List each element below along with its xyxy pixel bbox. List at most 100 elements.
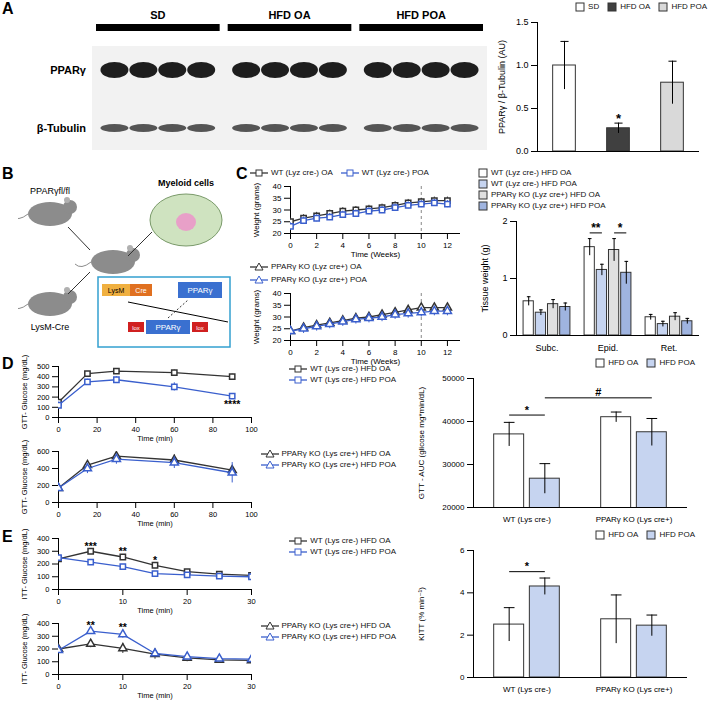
svg-text:300: 300: [37, 547, 50, 556]
svg-text:**: **: [87, 619, 96, 631]
svg-text:4: 4: [460, 588, 465, 597]
svg-text:*: *: [525, 404, 530, 416]
svg-text:60: 60: [170, 510, 178, 519]
svg-text:30000: 30000: [442, 460, 465, 469]
svg-text:20: 20: [93, 425, 101, 434]
svg-text:Time (min): Time (min): [137, 606, 173, 615]
svg-text:25: 25: [273, 217, 282, 226]
svg-text:40: 40: [273, 182, 282, 191]
svg-text:40: 40: [273, 289, 282, 298]
svg-text:100: 100: [245, 510, 258, 519]
svg-text:4: 4: [341, 241, 346, 250]
svg-text:80: 80: [209, 510, 217, 519]
svg-text:**: **: [119, 621, 128, 633]
svg-text:50000: 50000: [442, 374, 465, 383]
svg-text:12: 12: [443, 241, 452, 250]
svg-text:0: 0: [460, 673, 465, 682]
svg-text:30: 30: [273, 206, 282, 215]
svg-text:300: 300: [37, 632, 50, 641]
svg-text:Time (min): Time (min): [137, 691, 173, 700]
svg-text:12: 12: [443, 348, 452, 357]
svg-text:6: 6: [460, 546, 465, 555]
svg-text:10: 10: [119, 597, 127, 606]
svg-text:***: ***: [85, 540, 98, 552]
svg-text:0: 0: [56, 510, 60, 519]
svg-text:30: 30: [273, 313, 282, 322]
svg-text:2: 2: [460, 631, 465, 640]
svg-text:2: 2: [502, 216, 507, 226]
svg-text:Cre: Cre: [135, 287, 146, 294]
svg-text:20000: 20000: [442, 503, 465, 512]
svg-text:0: 0: [502, 330, 507, 340]
svg-text:20: 20: [273, 336, 282, 345]
svg-text:100: 100: [37, 403, 50, 412]
svg-text:1: 1: [502, 273, 507, 283]
svg-text:PPARγ: PPARγ: [187, 286, 212, 295]
svg-text:100: 100: [245, 425, 258, 434]
svg-text:1.5: 1.5: [516, 17, 529, 27]
svg-text:PPARγfl/fl: PPARγfl/fl: [30, 186, 70, 196]
svg-text:0: 0: [45, 498, 49, 507]
svg-text:200: 200: [37, 644, 50, 653]
svg-text:*: *: [525, 560, 530, 572]
svg-text:0: 0: [56, 682, 60, 691]
svg-text:200: 200: [37, 393, 50, 402]
svg-text:0: 0: [56, 597, 60, 606]
svg-text:GTT- Glucose (mg/dL): GTT- Glucose (mg/dL): [20, 354, 29, 429]
svg-text:0: 0: [45, 670, 49, 679]
svg-text:1.0: 1.0: [516, 60, 529, 70]
svg-text:40000: 40000: [442, 417, 465, 426]
svg-text:100: 100: [37, 657, 50, 666]
svg-text:****: ****: [224, 398, 241, 410]
svg-text:0: 0: [45, 413, 49, 422]
svg-text:*: *: [618, 221, 623, 235]
svg-text:0: 0: [288, 241, 293, 250]
svg-text:LysM: LysM: [108, 287, 125, 295]
svg-text:Epid.: Epid.: [598, 343, 619, 353]
svg-text:lox: lox: [132, 325, 140, 331]
svg-text:PPARγ: PPARγ: [50, 64, 87, 76]
svg-text:40: 40: [132, 425, 140, 434]
svg-text:ITT- Glucose (mg/dL): ITT- Glucose (mg/dL): [20, 528, 29, 599]
svg-text:35: 35: [273, 194, 282, 203]
svg-text:Ret.: Ret.: [661, 343, 678, 353]
svg-text:WT (Lys cre-): WT (Lys cre-): [503, 685, 551, 694]
svg-text:4: 4: [341, 348, 346, 357]
svg-text:0: 0: [288, 348, 293, 357]
svg-text:20: 20: [273, 229, 282, 238]
svg-text:Time (min): Time (min): [137, 434, 173, 443]
svg-text:60: 60: [170, 425, 178, 434]
svg-text:0.0: 0.0: [516, 146, 529, 156]
svg-text:20: 20: [183, 597, 191, 606]
svg-text:GTT - AUC (glicose mg*min/dL): GTT - AUC (glicose mg*min/dL): [417, 387, 426, 500]
svg-text:35: 35: [273, 301, 282, 310]
svg-text:Subc.: Subc.: [535, 343, 558, 353]
svg-text:Time (Weeks): Time (Weeks): [351, 250, 401, 259]
svg-text:10: 10: [417, 348, 426, 357]
svg-text:LysM-Cre: LysM-Cre: [31, 322, 70, 332]
svg-text:300: 300: [37, 382, 50, 391]
svg-text:30: 30: [247, 682, 255, 691]
svg-text:PPARγ KO (Lys cre+): PPARγ KO (Lys cre+): [596, 515, 673, 524]
svg-text:500: 500: [37, 362, 50, 371]
svg-text:*: *: [153, 554, 158, 566]
svg-text:2: 2: [314, 348, 319, 357]
svg-text:HFD POA: HFD POA: [396, 9, 446, 21]
svg-text:KITT (% min⁻¹): KITT (% min⁻¹): [417, 587, 426, 641]
svg-text:80: 80: [209, 425, 217, 434]
svg-text:Time (min): Time (min): [137, 519, 173, 528]
svg-text:25: 25: [273, 324, 282, 333]
svg-text:β-Tubulin: β-Tubulin: [37, 122, 87, 134]
svg-text:PPARγ / β-Tubulin (AU): PPARγ / β-Tubulin (AU): [497, 40, 507, 134]
svg-text:lox: lox: [196, 325, 204, 331]
svg-text:0: 0: [45, 585, 49, 594]
svg-text:30: 30: [247, 597, 255, 606]
svg-text:GTT- Glucose (mg/dL): GTT- Glucose (mg/dL): [20, 439, 29, 514]
svg-text:200: 200: [37, 559, 50, 568]
svg-text:*: *: [616, 111, 622, 126]
svg-text:400: 400: [37, 534, 50, 543]
svg-text:100: 100: [37, 572, 50, 581]
svg-text:ITT- Glucose (mg/dL): ITT- Glucose (mg/dL): [20, 613, 29, 684]
svg-text:Weight (grams): Weight (grams): [252, 289, 261, 344]
svg-text:WT (Lys cre-): WT (Lys cre-): [503, 515, 551, 524]
